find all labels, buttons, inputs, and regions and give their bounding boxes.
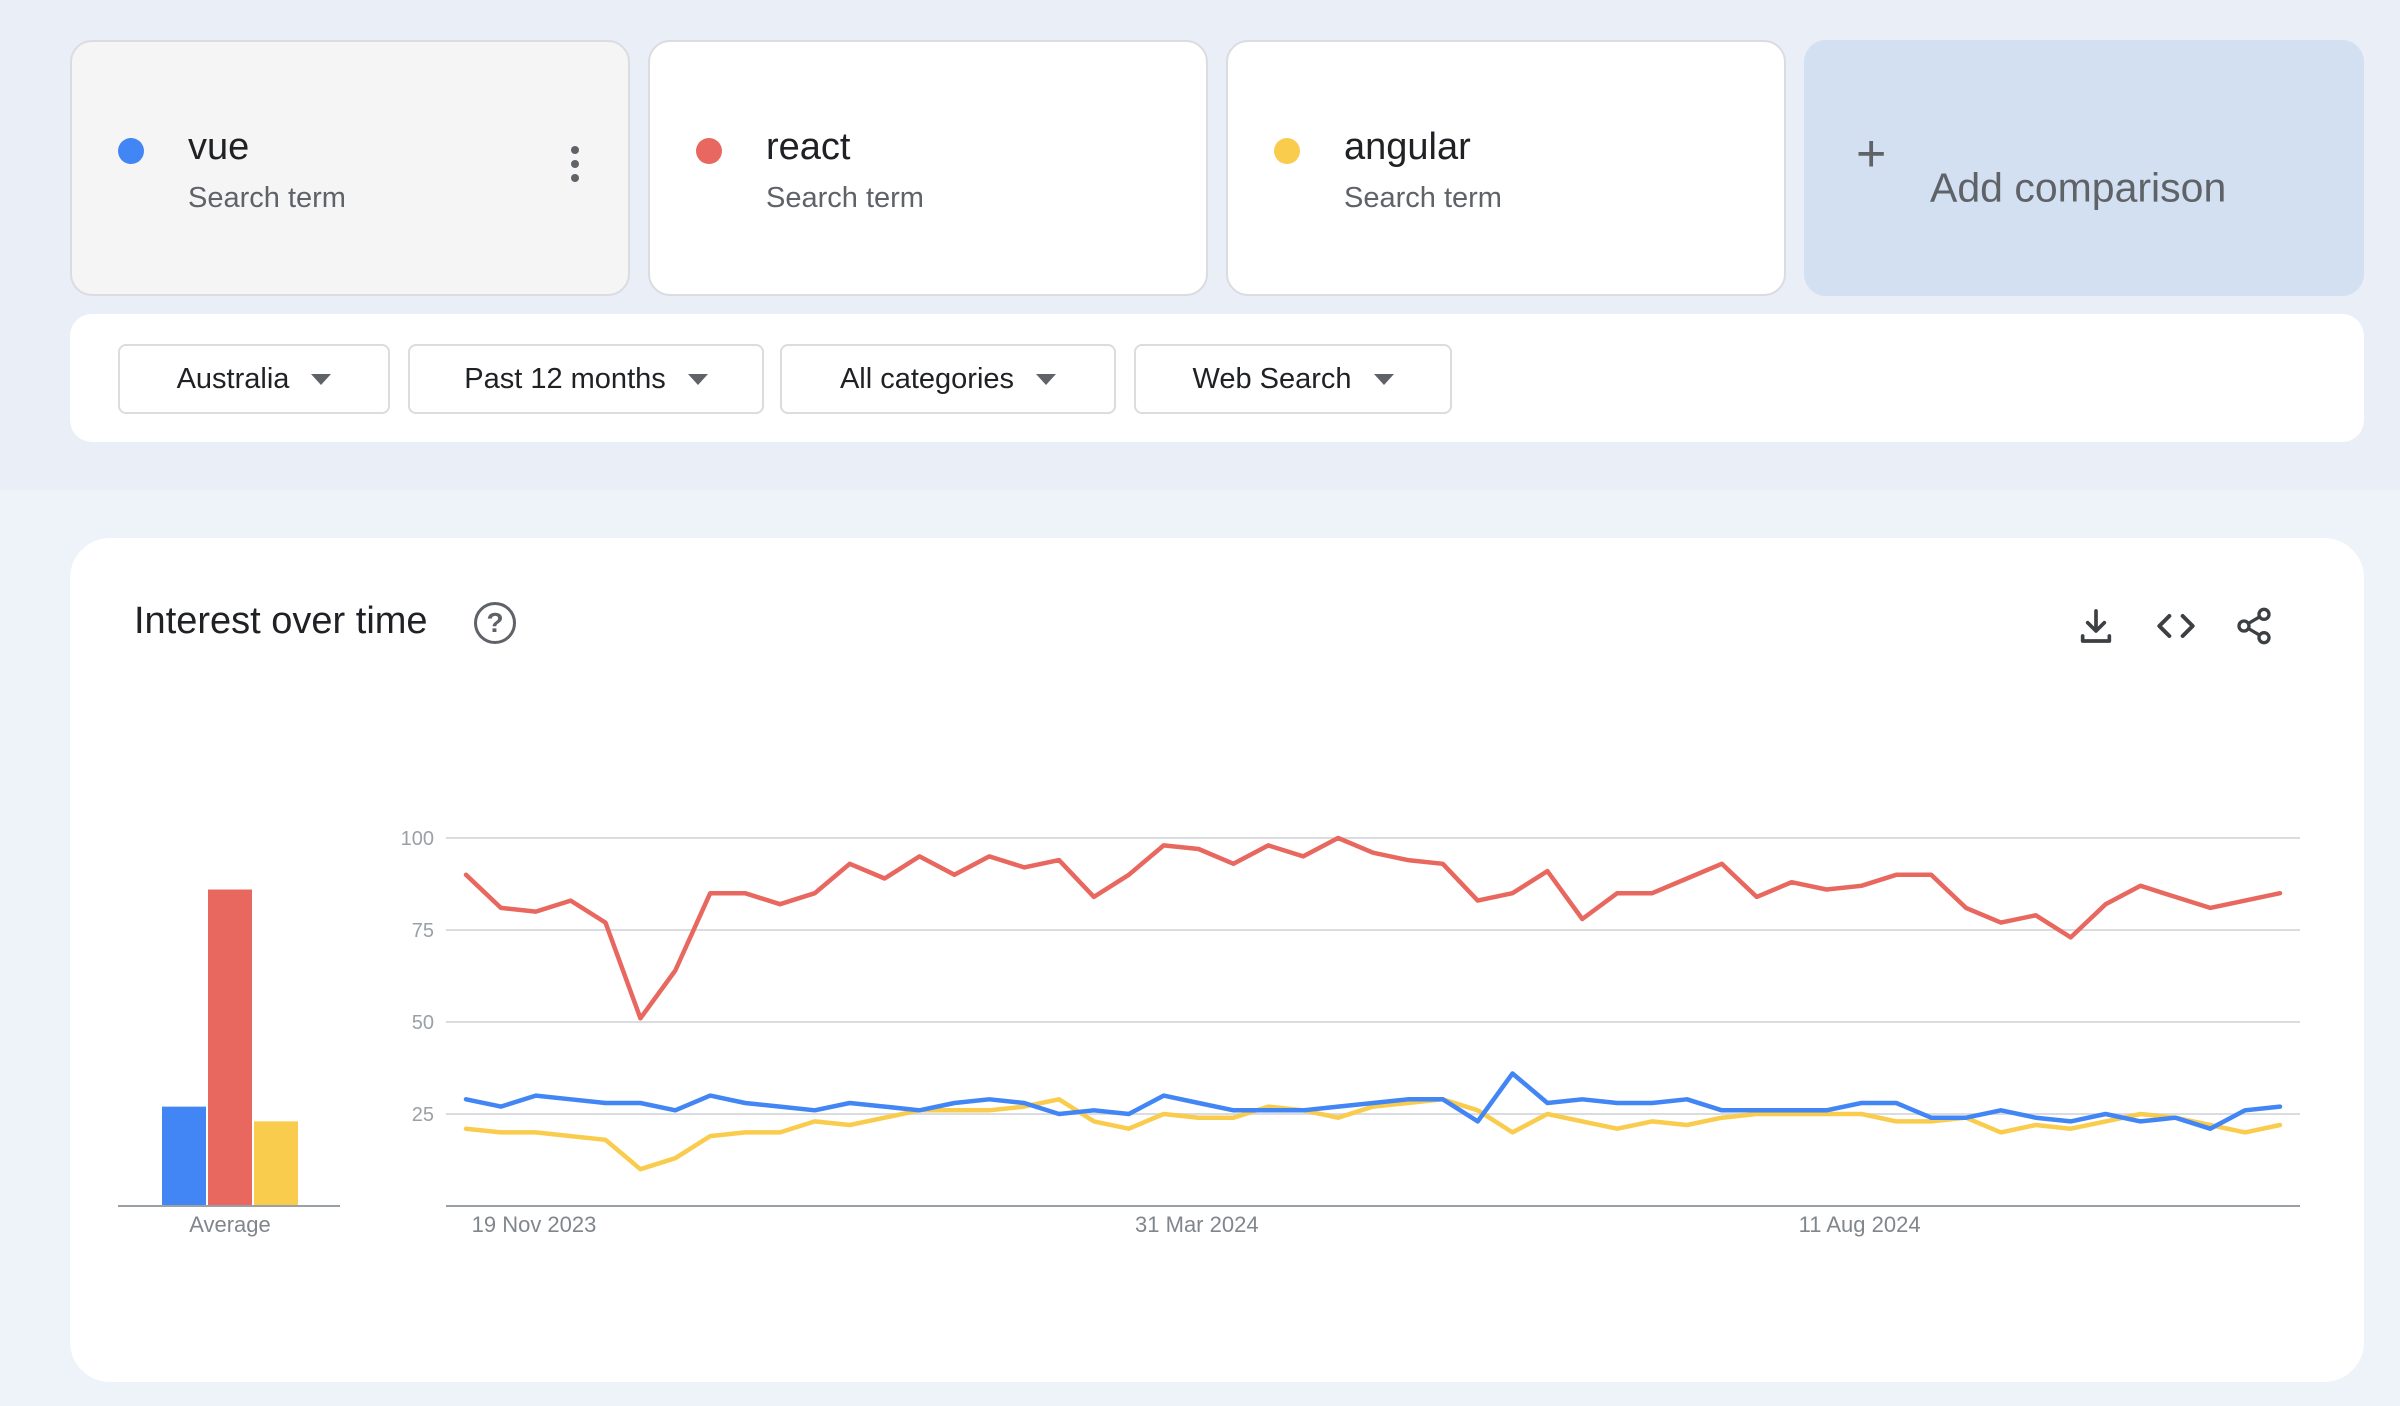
angular-color-dot bbox=[1274, 138, 1300, 164]
term-subtitle: Search term bbox=[1344, 182, 1502, 214]
more-options-icon[interactable] bbox=[568, 146, 582, 182]
vue-color-dot bbox=[118, 138, 144, 164]
region-label: Australia bbox=[176, 362, 290, 395]
add-comparison-label: Add comparison bbox=[1930, 164, 2227, 211]
search-type-dropdown[interactable]: Web Search bbox=[1134, 344, 1452, 414]
term-subtitle: Search term bbox=[188, 182, 346, 214]
chart-title: Interest over time bbox=[134, 600, 428, 642]
caret-down-icon bbox=[311, 373, 332, 385]
y-tick-label: 75 bbox=[412, 920, 434, 942]
series-line-react bbox=[463, 835, 2283, 1021]
term-card-vue[interactable]: vue Search term bbox=[70, 40, 630, 296]
term-card-react[interactable]: react Search term bbox=[648, 40, 1208, 296]
plus-icon: + bbox=[1856, 125, 1887, 183]
y-tick-label: 50 bbox=[412, 1012, 434, 1034]
average-label: Average bbox=[189, 1212, 271, 1237]
search-type-label: Web Search bbox=[1192, 362, 1352, 395]
download-icon[interactable] bbox=[2076, 606, 2116, 646]
category-label: All categories bbox=[839, 362, 1015, 395]
caret-down-icon bbox=[1373, 373, 1394, 385]
embed-code-icon[interactable] bbox=[2156, 606, 2196, 646]
add-comparison-button[interactable]: + Add comparison bbox=[1804, 40, 2364, 296]
time-range-dropdown[interactable]: Past 12 months bbox=[408, 344, 764, 414]
help-icon[interactable]: ? bbox=[474, 602, 516, 644]
series-line-vue bbox=[463, 1071, 2283, 1131]
average-bar-angular bbox=[254, 1121, 298, 1206]
caret-down-icon bbox=[687, 373, 708, 385]
time-range-label: Past 12 months bbox=[464, 362, 666, 395]
term-card-angular[interactable]: angular Search term bbox=[1226, 40, 1786, 296]
region-dropdown[interactable]: Australia bbox=[118, 344, 390, 414]
x-tick-label: 19 Nov 2023 bbox=[472, 1212, 597, 1237]
x-tick-label: 31 Mar 2024 bbox=[1135, 1212, 1259, 1237]
term-name: angular bbox=[1344, 126, 1471, 168]
filter-bar: Australia Past 12 months All categories … bbox=[70, 314, 2364, 442]
caret-down-icon bbox=[1036, 373, 1057, 385]
share-icon[interactable] bbox=[2234, 606, 2274, 646]
average-bar-vue bbox=[162, 1106, 206, 1206]
term-name: vue bbox=[188, 126, 250, 168]
term-subtitle: Search term bbox=[766, 182, 924, 214]
x-tick-label: 11 Aug 2024 bbox=[1799, 1212, 1921, 1237]
interest-over-time-card: Interest over time ? 100 75 50 25 19 Nov 202… bbox=[70, 538, 2364, 1382]
category-dropdown[interactable]: All categories bbox=[780, 344, 1116, 414]
series-line-angular bbox=[463, 1097, 2283, 1172]
react-color-dot bbox=[696, 138, 722, 164]
y-tick-label: 100 bbox=[401, 828, 434, 850]
average-bar-react bbox=[208, 889, 252, 1206]
interest-chart: 100 75 50 25 19 Nov 2023 31 Mar 2024 11 Aug 20… bbox=[118, 828, 2300, 1237]
y-tick-label: 25 bbox=[412, 1104, 434, 1126]
term-name: react bbox=[766, 126, 851, 168]
